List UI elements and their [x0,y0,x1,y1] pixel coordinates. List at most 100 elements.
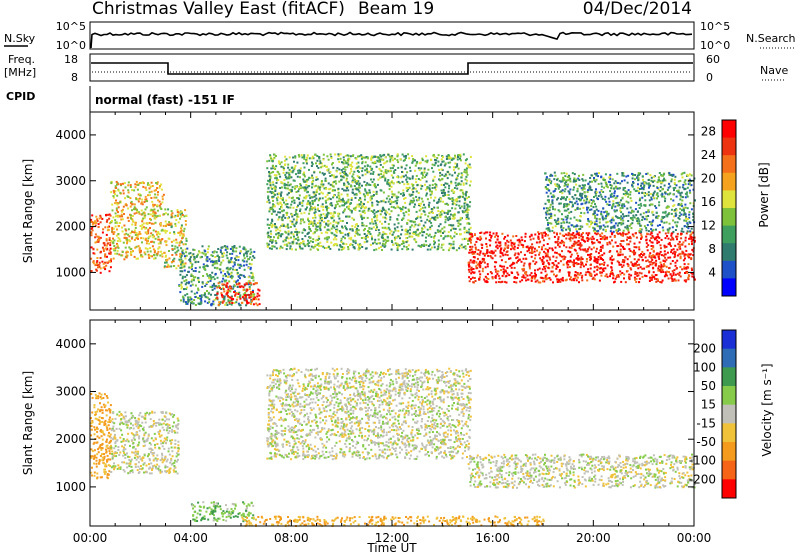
power-cell [304,208,307,211]
power-cell [373,183,376,186]
power-cell [234,293,237,296]
power-cell [479,264,482,267]
power-cell [569,259,572,262]
power-cell [406,176,409,179]
power-cell [363,236,366,239]
power-cell [327,158,330,161]
power-cell [134,186,137,189]
power-cell [645,245,648,248]
power-cell [516,247,519,249]
power-cell [213,282,215,285]
power-cell [338,248,341,251]
power-cell [415,162,418,165]
power-cell [308,209,311,212]
power-cell [666,270,668,273]
noise-sky-label: N.Sky [4,32,36,45]
power-cell [428,184,431,187]
power-cell [390,205,393,208]
power-cell [449,198,452,200]
power-cell [126,238,129,241]
power-cell [153,251,156,254]
power-cell [223,245,226,248]
power-cell [104,247,107,250]
power-cell [390,185,393,188]
power-cell [491,257,494,260]
power-cell [443,184,445,186]
power-cell [629,193,632,196]
power-cell [172,265,175,267]
power-cell [549,192,552,195]
power-cell [385,217,388,220]
power-cell [682,230,685,233]
power-cell [361,206,364,209]
power-cell [189,258,192,261]
power-cell [296,161,299,164]
power-cell [663,250,666,253]
power-cell [494,249,497,252]
power-cell [457,167,460,170]
power-cell [230,258,232,261]
power-cell [134,246,137,249]
power-cell [308,185,311,188]
power-cell [270,167,273,170]
power-cell [516,256,519,259]
power-cell [232,250,235,253]
power-cell [327,207,330,209]
power-cell [222,269,225,272]
power-cell [223,279,226,282]
power-cell [541,236,544,239]
power-cell [593,241,596,244]
power-cell [364,227,366,230]
power-cell [132,250,134,253]
power-cell [448,197,451,200]
power-cell [309,229,312,232]
power-cell [144,198,147,201]
power-cell [284,174,287,176]
power-cell [267,197,270,199]
power-cell [112,248,115,250]
power-cell [434,158,436,161]
power-cell [555,265,558,268]
power-cell [396,202,398,205]
power-cell [581,274,584,277]
power-cell [632,264,635,267]
power-cell [347,189,350,192]
power-cell [372,171,375,173]
power-cell [404,206,407,209]
power-cell [610,227,613,230]
power-cell [384,226,387,229]
power-cell [439,214,442,217]
power-cell [381,249,383,251]
power-cell [623,248,625,250]
power-cell [437,245,440,248]
power-cell [620,263,622,266]
power-cell [329,247,332,250]
power-cell [152,203,154,206]
power-cell [151,209,154,212]
power-cell [352,246,355,249]
power-cell [160,250,162,253]
power-cell [572,264,575,267]
power-cell [150,190,153,193]
power-cell [439,179,442,182]
power-cell [243,253,245,256]
power-cell [309,207,312,210]
power-cell [303,196,306,199]
power-cell [473,256,476,259]
power-cell [243,298,246,301]
power-cell [469,278,472,280]
power-cell [238,304,241,306]
power-cell [148,187,151,190]
power-cell [317,187,320,190]
power-cell [681,252,684,255]
power-cell [133,208,135,211]
power-cell [444,162,447,165]
power-cell [101,231,104,234]
power-cell [488,251,491,254]
power-cell [423,167,426,170]
power-cell [463,202,466,205]
power-cell [549,206,552,209]
power-cell [584,248,587,251]
power-cell [561,234,564,237]
power-cell [602,191,605,193]
